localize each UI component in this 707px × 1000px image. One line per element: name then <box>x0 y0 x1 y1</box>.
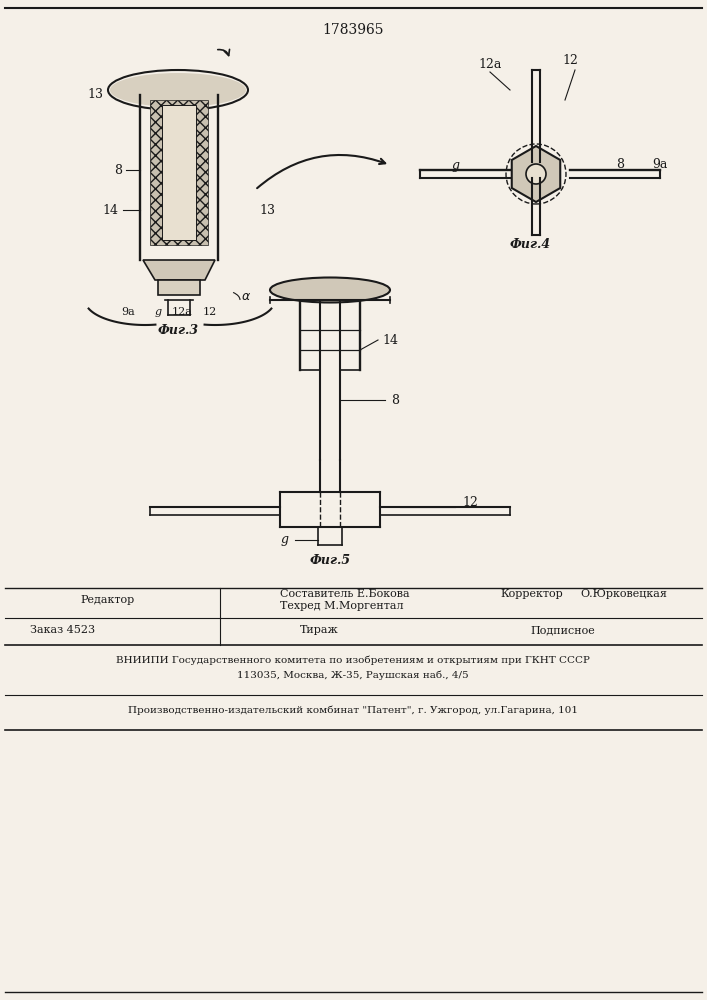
Text: g: g <box>154 307 162 317</box>
Ellipse shape <box>110 73 246 107</box>
Text: 12: 12 <box>462 496 478 510</box>
Bar <box>150 100 208 245</box>
Text: 12a: 12a <box>479 58 502 72</box>
Text: 12a: 12a <box>172 307 192 317</box>
Text: $\alpha$: $\alpha$ <box>241 290 251 304</box>
Text: 8: 8 <box>391 393 399 406</box>
Text: 8: 8 <box>616 158 624 172</box>
Text: Техред М.Моргентал: Техред М.Моргентал <box>280 601 404 611</box>
Ellipse shape <box>270 277 390 302</box>
Circle shape <box>526 164 546 184</box>
Text: Производственно-издательский комбинат "Патент", г. Ужгород, ул.Гагарина, 101: Производственно-издательский комбинат "П… <box>128 705 578 715</box>
Text: 14: 14 <box>102 204 118 217</box>
Text: g: g <box>281 534 289 546</box>
Text: Редактор: Редактор <box>80 595 134 605</box>
Bar <box>162 105 196 240</box>
Text: 13: 13 <box>259 204 275 217</box>
Text: Подписное: Подписное <box>530 625 595 635</box>
Text: 14: 14 <box>382 334 398 347</box>
Text: Тираж: Тираж <box>300 625 339 635</box>
Text: 9a: 9a <box>653 158 667 172</box>
Text: 13: 13 <box>87 89 103 102</box>
Polygon shape <box>143 260 215 280</box>
Text: 1783965: 1783965 <box>322 23 384 37</box>
Text: 8: 8 <box>114 163 122 176</box>
Text: Фиг.3: Фиг.3 <box>158 324 199 336</box>
Text: Фиг.5: Фиг.5 <box>310 554 351 566</box>
Text: ВНИИПИ Государственного комитета по изобретениям и открытиям при ГКНТ СССР: ВНИИПИ Государственного комитета по изоб… <box>116 655 590 665</box>
Text: Заказ 4523: Заказ 4523 <box>30 625 95 635</box>
Text: g: g <box>452 158 460 172</box>
Text: 113035, Москва, Ж-35, Раушская наб., 4/5: 113035, Москва, Ж-35, Раушская наб., 4/5 <box>237 670 469 680</box>
Text: 12: 12 <box>562 53 578 66</box>
Text: 9a: 9a <box>121 307 135 317</box>
Text: Фиг.4: Фиг.4 <box>510 238 551 251</box>
Text: О.Юрковецкая: О.Юрковецкая <box>580 589 667 599</box>
Text: 12: 12 <box>203 307 217 317</box>
Text: Составитель Е.Бокова: Составитель Е.Бокова <box>280 589 409 599</box>
Polygon shape <box>158 280 200 295</box>
Text: Корректор: Корректор <box>500 589 563 599</box>
